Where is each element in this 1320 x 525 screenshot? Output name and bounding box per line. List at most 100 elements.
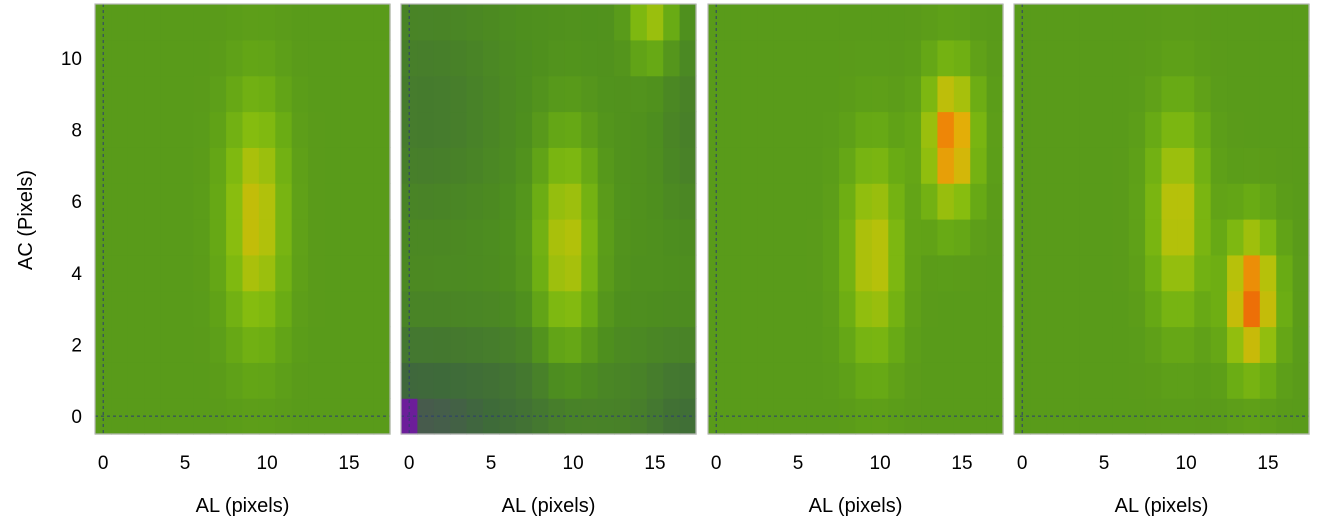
heatmap-cell [871, 111, 889, 148]
heatmap-cell [1292, 362, 1310, 399]
heatmap-cell [1177, 219, 1195, 256]
heatmap-cell [614, 75, 632, 113]
heatmap-cell [1128, 147, 1146, 184]
heatmap-cell [773, 219, 791, 256]
heatmap-cell [499, 362, 517, 399]
heatmap-cell [357, 326, 375, 363]
heatmap-cell [548, 398, 566, 435]
heatmap-cell [1243, 39, 1261, 77]
heatmap-cell [417, 290, 435, 328]
heatmap-cell [1095, 326, 1113, 363]
heatmap-cell [646, 219, 664, 256]
heatmap-cell [209, 111, 227, 148]
heatmap-cell [209, 326, 227, 363]
heatmap-cell [663, 362, 681, 399]
heatmap-cell [740, 147, 758, 184]
heatmap-cell [144, 183, 162, 220]
heatmap-cell [888, 219, 906, 256]
heatmap-cell [1161, 290, 1179, 328]
heatmap-cell [515, 326, 533, 363]
heatmap-cell [630, 398, 648, 435]
heatmap-cell [193, 111, 211, 148]
heatmap-cell [773, 39, 791, 77]
heatmap-cell [839, 326, 857, 363]
heatmap-cell [986, 39, 1004, 77]
heatmap-cell [740, 326, 758, 363]
heatmap-cell [740, 290, 758, 328]
heatmap-cell [708, 183, 725, 220]
heatmap-cell [630, 183, 648, 220]
heatmap-cell [630, 254, 648, 292]
x-tick-label: 5 [180, 453, 191, 474]
heatmap-cell [532, 75, 550, 113]
heatmap-cell [1063, 398, 1081, 435]
heatmap-cell [757, 326, 775, 363]
heatmap-cell [193, 4, 211, 41]
heatmap-cell [839, 254, 857, 292]
heatmap-cell [226, 219, 244, 256]
heatmap-cell [308, 398, 326, 435]
heatmap-cell [986, 4, 1004, 41]
heatmap-cell [466, 326, 484, 363]
heatmap-cell [806, 219, 824, 256]
heatmap-cell [127, 147, 145, 184]
heatmap-cell [953, 4, 971, 41]
heatmap-cell [888, 4, 906, 41]
heatmap-cell [127, 362, 145, 399]
heatmap-cell [209, 219, 227, 256]
x-tick-label: 0 [98, 453, 109, 474]
heatmap-cell [111, 219, 129, 256]
heatmap-cell [1030, 254, 1048, 292]
heatmap-cell [466, 183, 484, 220]
heatmap-cell [1177, 183, 1195, 220]
heatmap-cell [1145, 290, 1163, 328]
heatmap-cell [970, 183, 988, 220]
heatmap-cell [450, 39, 468, 77]
heatmap-cell [679, 39, 697, 77]
heatmap-cell [1030, 290, 1048, 328]
heatmap-cell [1079, 219, 1097, 256]
heatmap-cell [679, 183, 697, 220]
heatmap-cell [95, 147, 112, 184]
heatmap-cell [822, 290, 840, 328]
heatmap-cell [433, 4, 451, 41]
heatmap-cell [532, 326, 550, 363]
heatmap-cell [630, 147, 648, 184]
heatmap-cell [373, 326, 391, 363]
heatmap-cell [193, 362, 211, 399]
x-tick-label: 15 [951, 453, 972, 474]
heatmap-cell [160, 219, 178, 256]
heatmap-cell [1177, 147, 1195, 184]
heatmap-cell [724, 254, 742, 292]
heatmap-cell [1259, 219, 1277, 256]
x-axis-label: AL (pixels) [196, 495, 290, 517]
heatmap-cell [226, 111, 244, 148]
heatmap-cell [1194, 147, 1212, 184]
heatmap-cell [176, 147, 194, 184]
heatmap-cell [1259, 147, 1277, 184]
heatmap-cell [679, 326, 697, 363]
heatmap-cell [822, 326, 840, 363]
heatmap-cell [1095, 39, 1113, 77]
heatmap-cell [373, 183, 391, 220]
heatmap-cell [597, 362, 615, 399]
heatmap-cell [921, 75, 939, 113]
heatmap-cell [789, 219, 807, 256]
heatmap-cell [176, 4, 194, 41]
heatmap-cell [1079, 326, 1097, 363]
heatmap-cell [822, 111, 840, 148]
heatmap-cell [1128, 362, 1146, 399]
heatmap-cell [258, 75, 276, 113]
heatmap-cell [1128, 75, 1146, 113]
heatmap-cell [773, 290, 791, 328]
heatmap-cell [308, 111, 326, 148]
heatmap-cell [986, 75, 1004, 113]
heatmap-cell [515, 219, 533, 256]
heatmap-cell [581, 254, 599, 292]
heatmap-cell [581, 362, 599, 399]
heatmap-cell [1227, 75, 1245, 113]
heatmap-cell [855, 326, 873, 363]
heatmap-cell [806, 39, 824, 77]
heatmap-cell [1276, 147, 1294, 184]
heatmap-cell [1292, 398, 1310, 435]
